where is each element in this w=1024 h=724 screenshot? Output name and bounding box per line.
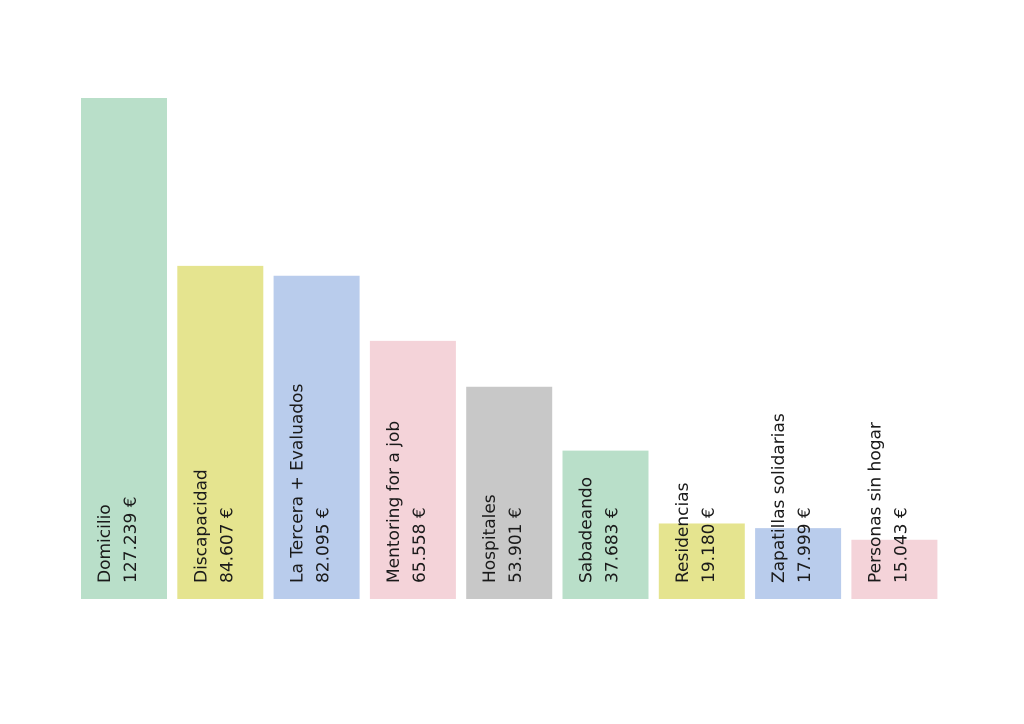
value-label: 17.999 € bbox=[795, 507, 815, 583]
category-label: Discapacidad bbox=[191, 469, 211, 583]
bar bbox=[273, 275, 360, 599]
bar bbox=[81, 98, 167, 599]
category-label: Mentoring for a job bbox=[384, 421, 404, 583]
value-label: 53.901 € bbox=[506, 507, 526, 583]
category-label: La Tercera + Evaluados bbox=[288, 384, 308, 583]
bar bbox=[177, 265, 264, 599]
value-label: 82.095 € bbox=[314, 507, 334, 583]
category-label: Personas sin hogar bbox=[865, 422, 885, 583]
category-label: Sabadeando bbox=[577, 477, 597, 583]
value-label: 65.558 € bbox=[410, 507, 430, 583]
value-label: 37.683 € bbox=[603, 507, 623, 583]
category-label: Zapatillas solidarias bbox=[769, 413, 789, 583]
bar bbox=[562, 450, 649, 599]
bar bbox=[851, 539, 938, 599]
bar bbox=[369, 340, 456, 599]
value-label: 127.239 € bbox=[121, 496, 141, 583]
value-label: 84.607 € bbox=[217, 507, 237, 583]
value-label: 19.180 € bbox=[699, 507, 719, 583]
category-label: Domicilio bbox=[95, 504, 115, 583]
category-label: Residencias bbox=[673, 482, 693, 583]
bar bbox=[658, 523, 745, 599]
category-label: Hospitales bbox=[480, 494, 500, 583]
bar bbox=[755, 528, 842, 599]
value-label: 15.043 € bbox=[891, 507, 911, 583]
bar bbox=[466, 386, 553, 599]
